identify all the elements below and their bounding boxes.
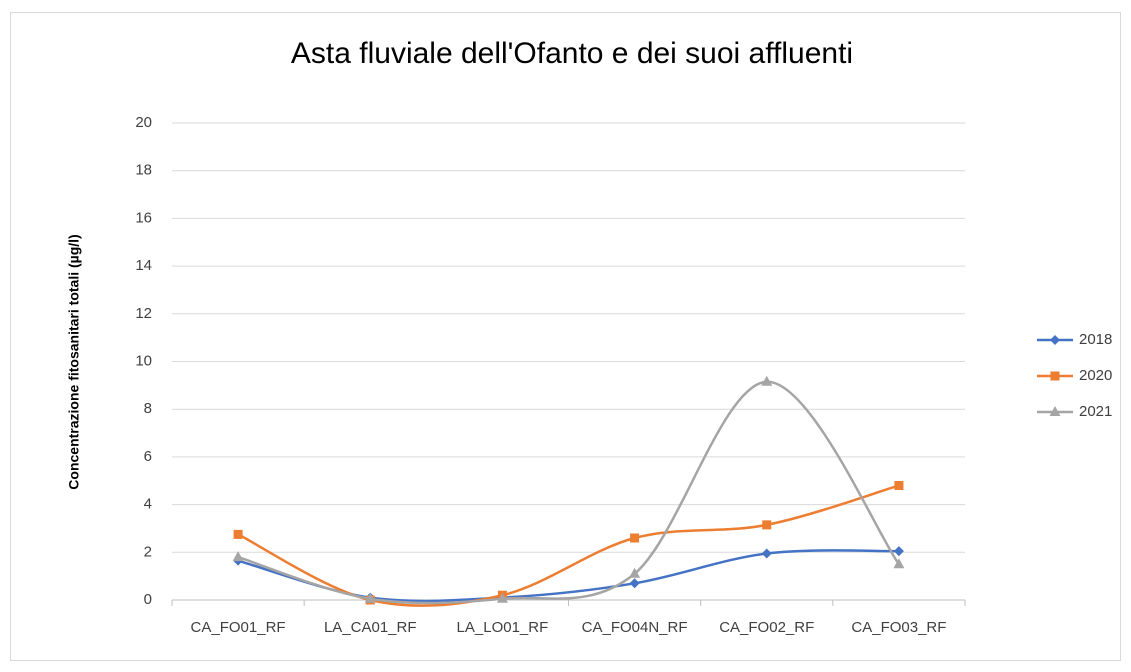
y-tick-label: 20 xyxy=(135,114,152,131)
data-point xyxy=(364,592,376,603)
y-tick-label: 14 xyxy=(135,257,152,274)
x-tick-label: CA_FO03_RF xyxy=(851,619,946,636)
data-point xyxy=(629,578,640,589)
legend-label: 2021 xyxy=(1079,403,1112,420)
y-axis-label: Concentrazione fitosanitari totali (µg/l… xyxy=(66,234,82,489)
chart-border xyxy=(10,12,1121,661)
data-point xyxy=(893,546,904,557)
data-point xyxy=(761,548,772,559)
data-point xyxy=(233,529,243,539)
legend-label: 2018 xyxy=(1079,331,1112,348)
x-tick-label: CA_FO01_RF xyxy=(191,619,286,636)
legend-label: 2020 xyxy=(1079,367,1112,384)
y-tick-label: 18 xyxy=(135,162,152,179)
x-tick-label: LA_LO01_RF xyxy=(457,619,549,636)
data-point xyxy=(496,592,508,603)
x-tick-label: CA_FO02_RF xyxy=(719,619,814,636)
data-point xyxy=(630,533,640,543)
y-tick-label: 8 xyxy=(144,400,152,417)
y-tick-label: 4 xyxy=(144,496,152,513)
y-tick-label: 6 xyxy=(144,448,152,465)
legend-marker xyxy=(1050,371,1060,381)
data-point xyxy=(232,551,244,562)
y-tick-label: 12 xyxy=(135,305,152,322)
data-point xyxy=(629,567,641,578)
legend-marker xyxy=(1049,406,1061,416)
data-point xyxy=(893,558,905,569)
chart-title: Asta fluviale dell'Ofanto e dei suoi aff… xyxy=(291,37,853,70)
data-point xyxy=(894,481,904,491)
y-tick-label: 16 xyxy=(135,209,152,226)
y-tick-label: 2 xyxy=(144,543,152,560)
y-tick-label: 10 xyxy=(135,352,152,369)
data-point xyxy=(761,375,773,386)
x-tick-label: CA_FO04N_RF xyxy=(582,619,688,636)
data-point xyxy=(762,520,772,530)
x-tick-label: LA_CA01_RF xyxy=(324,619,417,636)
legend-marker xyxy=(1050,335,1060,345)
y-tick-label: 0 xyxy=(144,591,152,608)
